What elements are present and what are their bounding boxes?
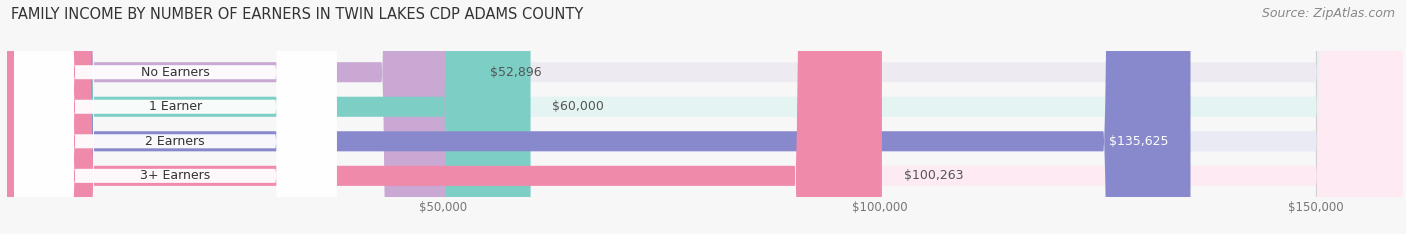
FancyBboxPatch shape [7,0,1403,234]
Text: 3+ Earners: 3+ Earners [141,169,211,182]
FancyBboxPatch shape [7,0,1403,234]
FancyBboxPatch shape [7,0,882,234]
FancyBboxPatch shape [14,0,336,234]
FancyBboxPatch shape [7,0,468,234]
Text: $135,625: $135,625 [1109,135,1168,148]
Text: $60,000: $60,000 [553,100,605,113]
Text: No Earners: No Earners [141,66,209,79]
FancyBboxPatch shape [14,0,336,234]
FancyBboxPatch shape [7,0,1403,234]
FancyBboxPatch shape [7,0,1191,234]
Text: $100,263: $100,263 [904,169,963,182]
Text: Source: ZipAtlas.com: Source: ZipAtlas.com [1261,7,1395,20]
Text: $52,896: $52,896 [491,66,543,79]
Text: FAMILY INCOME BY NUMBER OF EARNERS IN TWIN LAKES CDP ADAMS COUNTY: FAMILY INCOME BY NUMBER OF EARNERS IN TW… [11,7,583,22]
FancyBboxPatch shape [14,0,336,234]
Text: 2 Earners: 2 Earners [145,135,205,148]
Text: 1 Earner: 1 Earner [149,100,202,113]
FancyBboxPatch shape [7,0,1403,234]
FancyBboxPatch shape [14,0,336,234]
FancyBboxPatch shape [7,0,530,234]
